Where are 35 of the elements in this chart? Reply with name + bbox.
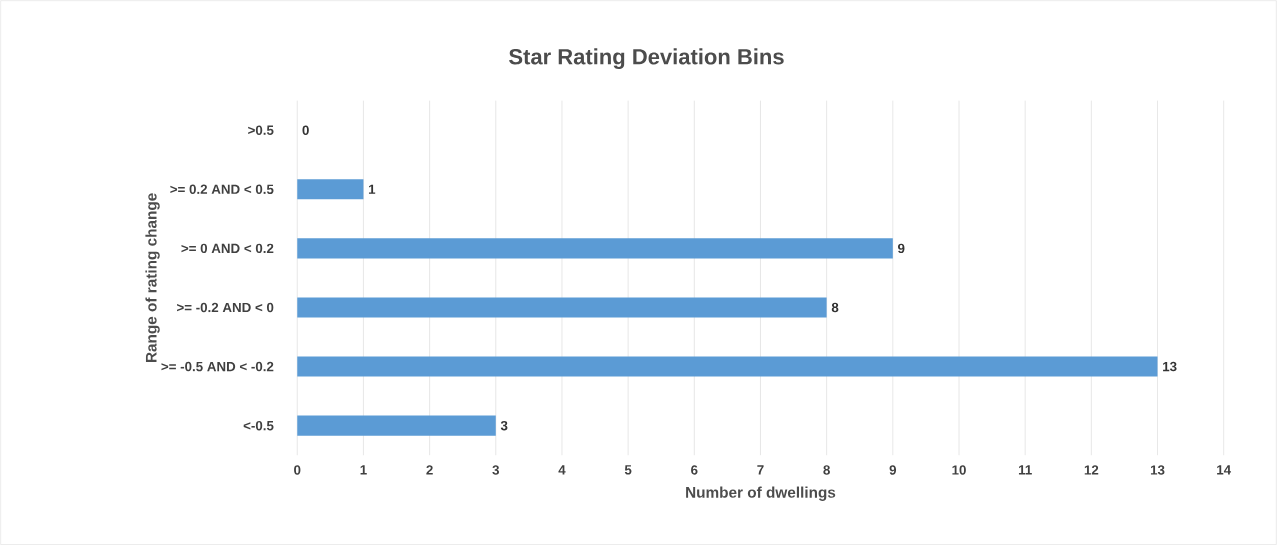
x-tick-label: 13 bbox=[1150, 465, 1165, 475]
x-tick-label: 5 bbox=[624, 465, 632, 475]
y-tick-label: >0.5 bbox=[248, 125, 274, 135]
x-tick-label: 6 bbox=[691, 465, 698, 475]
x-tick-label: 9 bbox=[889, 465, 897, 475]
bar bbox=[297, 238, 893, 259]
data-label: 13 bbox=[1163, 361, 1177, 372]
x-tick-label: 8 bbox=[823, 465, 830, 475]
x-tick-label: 4 bbox=[558, 465, 566, 475]
y-axis-title: Range of rating change bbox=[145, 193, 160, 362]
x-tick-label: 0 bbox=[294, 465, 301, 475]
chart-title: Star Rating Deviation Bins bbox=[509, 48, 784, 69]
y-tick-label: >= -0.2 AND < 0 bbox=[177, 302, 274, 313]
x-tick-label: 11 bbox=[1018, 465, 1032, 475]
bar bbox=[297, 415, 496, 436]
bar bbox=[297, 297, 827, 318]
bar bbox=[297, 179, 364, 200]
y-tick-label: >= 0 AND < 0.2 bbox=[181, 243, 274, 253]
x-tick-label: 7 bbox=[757, 465, 764, 475]
bar bbox=[297, 356, 1158, 377]
x-tick-label: 1 bbox=[360, 465, 367, 475]
x-tick-label: 3 bbox=[492, 465, 500, 475]
data-label: 8 bbox=[831, 302, 839, 313]
x-tick-label: 10 bbox=[952, 465, 966, 475]
y-tick-label: <-0.5 bbox=[243, 420, 274, 431]
x-tick-label: 14 bbox=[1217, 465, 1232, 475]
data-label: 9 bbox=[897, 243, 905, 253]
x-tick-label: 12 bbox=[1084, 465, 1099, 475]
y-tick-label: >= -0.5 AND < -0.2 bbox=[161, 361, 274, 372]
data-label: 0 bbox=[302, 125, 309, 135]
data-label: 3 bbox=[500, 420, 508, 431]
y-tick-label: >= 0.2 AND < 0.5 bbox=[170, 184, 274, 194]
x-axis-title: Number of dwellings bbox=[686, 486, 836, 501]
x-tick-label: 2 bbox=[426, 465, 433, 475]
data-label: 1 bbox=[368, 184, 376, 194]
